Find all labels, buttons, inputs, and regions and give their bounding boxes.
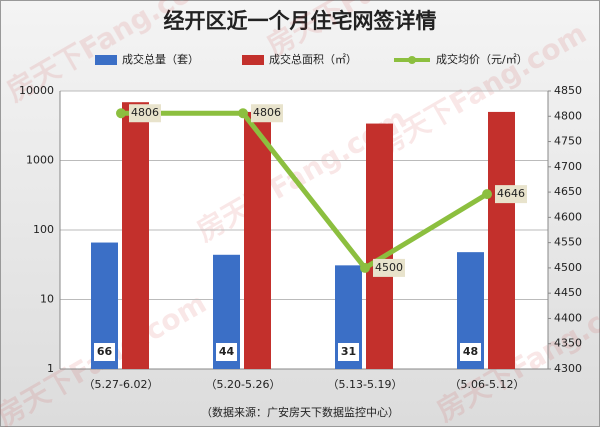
data-label-box	[251, 104, 283, 123]
y2-tick-label: 4800	[554, 109, 582, 122]
legend-swatch	[408, 56, 416, 64]
data-label-box	[460, 343, 481, 361]
legend-swatch	[242, 55, 264, 65]
y2-tick-label: 4400	[554, 311, 582, 324]
y2-tick-label: 4300	[554, 362, 582, 375]
data-label: 44	[219, 345, 235, 358]
legend-label: 成交总量（套）	[122, 52, 199, 66]
data-label-box	[94, 343, 115, 361]
y2-tick-label: 4600	[554, 210, 582, 223]
x-tick-label: （5.20-5.26）	[206, 378, 281, 391]
legend-label: 成交均价（元/㎡）	[436, 52, 528, 66]
line	[121, 110, 489, 272]
data-label-box	[495, 185, 527, 204]
y-tick-label: 1	[47, 362, 54, 375]
y-tick-label: 10	[40, 293, 54, 306]
data-label: 48	[463, 345, 478, 358]
y2-tick-label: 4500	[554, 261, 582, 274]
x-tick-label: （5.06-5.12）	[450, 378, 525, 391]
bar	[366, 123, 393, 369]
y2-tick-label: 4750	[554, 135, 582, 148]
data-label-box	[373, 258, 405, 277]
y2-tick-label: 4450	[554, 286, 582, 299]
bar	[488, 111, 515, 370]
y-tick-label: 1000	[26, 154, 54, 167]
data-label: 4500	[375, 261, 403, 274]
data-label: 66	[97, 345, 113, 358]
y2-tick-label: 4850	[554, 84, 582, 97]
marker	[238, 108, 248, 119]
data-label: 4806	[131, 106, 159, 119]
bar	[122, 102, 149, 370]
y-tick-label: 10000	[19, 84, 54, 97]
legend-swatch	[95, 55, 117, 65]
data-label-box	[129, 104, 161, 123]
data-label: 4806	[253, 106, 281, 119]
x-tick-label: （5.13-5.19）	[328, 378, 403, 391]
x-tick-label: （5.27-6.02）	[84, 378, 159, 391]
y2-tick-label: 4700	[554, 160, 582, 173]
legend-label: 成交总面积（㎡）	[269, 52, 357, 66]
y2-tick-label: 4350	[554, 337, 582, 350]
y2-tick-label: 4550	[554, 236, 582, 249]
y-tick-label: 100	[33, 223, 54, 236]
data-label: 4646	[497, 187, 525, 200]
y2-tick-label: 4650	[554, 185, 582, 198]
source: （数据来源：广安房天下数据监控中心）	[201, 405, 399, 419]
marker	[482, 189, 492, 200]
marker	[116, 108, 126, 119]
bar	[244, 111, 271, 370]
data-label: 31	[341, 345, 356, 358]
chart-title: 经开区近一个月住宅网签详情	[164, 9, 437, 33]
data-label-box	[216, 343, 237, 361]
marker	[360, 262, 370, 273]
data-label-box	[338, 343, 359, 361]
